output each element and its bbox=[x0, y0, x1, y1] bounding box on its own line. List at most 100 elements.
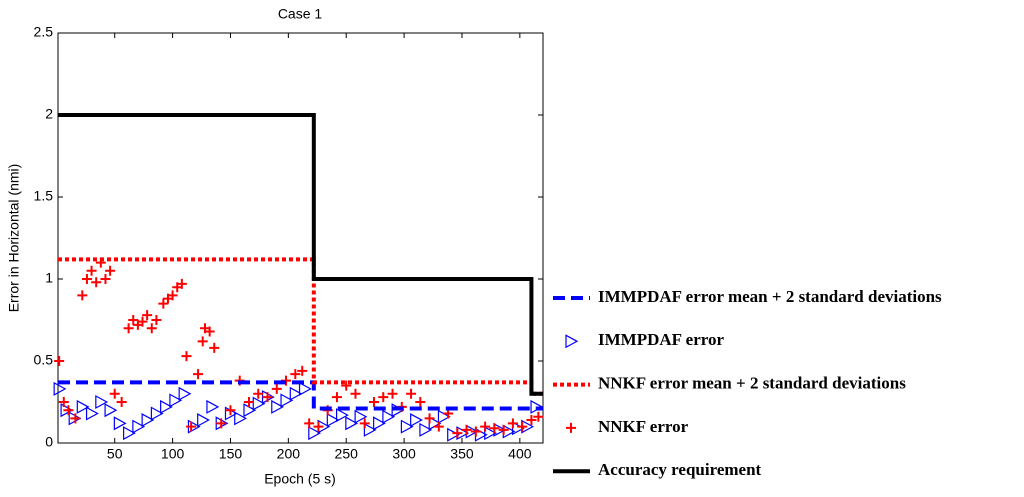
triangle-marker bbox=[234, 411, 247, 426]
triangle-marker bbox=[400, 419, 414, 434]
triangle-marker bbox=[271, 399, 285, 414]
plus-marker bbox=[209, 342, 220, 353]
plus-marker bbox=[54, 356, 65, 366]
plus-marker bbox=[359, 418, 370, 429]
plus-marker bbox=[526, 415, 537, 426]
triangle-marker bbox=[53, 381, 67, 396]
triangle-marker bbox=[335, 408, 349, 423]
plus-marker bbox=[197, 336, 208, 347]
triangle-marker bbox=[85, 406, 99, 421]
triangle-marker bbox=[113, 416, 127, 431]
plus-marker bbox=[406, 388, 417, 399]
x-axis-label: Epoch (5 s) bbox=[264, 471, 336, 487]
plus-marker bbox=[452, 428, 463, 439]
triangle-marker bbox=[123, 426, 136, 441]
plus-marker bbox=[105, 265, 116, 276]
legend-swatch bbox=[566, 422, 576, 433]
triangle-marker bbox=[132, 419, 146, 434]
triangle-marker bbox=[206, 399, 220, 414]
plus-marker bbox=[498, 424, 509, 435]
plus-marker bbox=[181, 351, 192, 362]
triangle-marker bbox=[373, 416, 386, 431]
triangle-marker bbox=[447, 427, 460, 442]
plus-marker bbox=[489, 423, 500, 434]
triangle-marker bbox=[150, 406, 164, 421]
legend-label: IMMPDAF error mean + 2 standard deviatio… bbox=[598, 287, 942, 306]
y-tick-label: 1 bbox=[45, 270, 53, 286]
x-tick-label: 250 bbox=[335, 446, 359, 462]
triangle-marker bbox=[326, 413, 340, 428]
plus-marker bbox=[480, 421, 491, 432]
triangle-marker bbox=[280, 393, 294, 408]
plus-marker bbox=[433, 421, 444, 432]
plus-marker bbox=[290, 369, 301, 380]
legend-label: Accuracy requirement bbox=[598, 460, 762, 479]
plus-marker bbox=[91, 277, 102, 288]
plus-marker bbox=[461, 424, 472, 435]
plus-marker bbox=[271, 383, 282, 394]
plus-marker bbox=[470, 426, 481, 437]
x-tick-label: 400 bbox=[508, 446, 532, 462]
plus-marker bbox=[378, 392, 389, 403]
plus-marker bbox=[225, 405, 236, 416]
triangle-marker bbox=[419, 422, 433, 437]
plot-frame bbox=[57, 32, 544, 444]
triangle-marker bbox=[76, 399, 90, 414]
series-line bbox=[58, 113, 543, 396]
plus-marker bbox=[262, 392, 273, 403]
x-tick-label: 50 bbox=[107, 446, 123, 462]
plus-marker bbox=[243, 397, 254, 407]
plus-marker bbox=[533, 411, 544, 422]
plus-marker bbox=[146, 323, 157, 334]
triangle-marker bbox=[363, 422, 377, 437]
plus-marker bbox=[341, 380, 352, 391]
triangle-marker bbox=[243, 403, 257, 418]
y-tick-label: 1.5 bbox=[34, 188, 54, 204]
y-tick-label: 0.5 bbox=[34, 352, 54, 368]
chart-title: Case 1 bbox=[278, 6, 323, 22]
triangle-marker bbox=[354, 409, 368, 424]
plus-marker bbox=[415, 397, 426, 407]
triangle-marker bbox=[169, 393, 183, 408]
triangle-marker bbox=[104, 403, 118, 418]
plus-marker bbox=[216, 418, 227, 429]
plus-marker bbox=[137, 316, 148, 327]
y-axis-label: Error in Horizontal (nmi) bbox=[6, 164, 22, 313]
plus-marker bbox=[100, 274, 111, 284]
triangle-marker bbox=[289, 386, 303, 401]
plus-marker bbox=[123, 323, 134, 334]
plus-marker bbox=[81, 274, 92, 284]
plus-marker bbox=[70, 413, 81, 424]
plus-marker bbox=[507, 418, 518, 429]
plus-marker bbox=[58, 397, 69, 407]
plus-marker bbox=[350, 388, 361, 399]
legend-label: NNKF error bbox=[598, 417, 689, 436]
x-tick-label: 200 bbox=[277, 446, 301, 462]
triangle-marker bbox=[345, 416, 359, 431]
triangle-marker bbox=[382, 409, 396, 424]
plus-marker bbox=[167, 290, 178, 301]
triangle-marker bbox=[308, 426, 322, 441]
y-tick-label: 2.5 bbox=[34, 24, 54, 40]
legend-swatch bbox=[565, 334, 579, 349]
triangle-marker bbox=[252, 396, 266, 411]
x-tick-label: 350 bbox=[450, 446, 474, 462]
triangle-marker bbox=[95, 394, 109, 410]
x-tick-label: 300 bbox=[392, 446, 416, 462]
y-tick-label: 0 bbox=[45, 434, 53, 450]
triangle-marker bbox=[141, 413, 155, 428]
plus-marker bbox=[304, 418, 315, 429]
plus-marker bbox=[331, 392, 342, 403]
plus-marker bbox=[369, 397, 380, 407]
plus-marker bbox=[109, 388, 120, 399]
series-line bbox=[58, 380, 543, 411]
plus-marker bbox=[86, 265, 97, 276]
triangle-marker bbox=[410, 413, 423, 428]
plus-marker bbox=[204, 326, 215, 337]
plus-marker bbox=[151, 315, 162, 325]
triangle-marker bbox=[178, 386, 192, 401]
plus-marker bbox=[142, 310, 153, 321]
plus-marker bbox=[77, 290, 88, 301]
triangle-marker bbox=[298, 381, 312, 396]
